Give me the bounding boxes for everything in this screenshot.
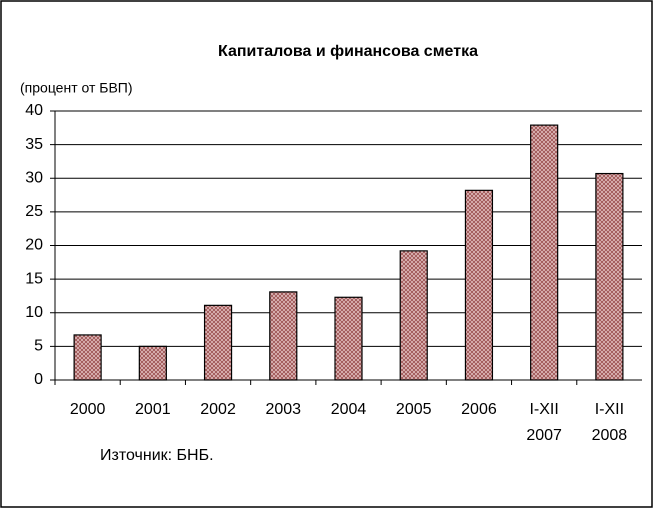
- source-note: Източник: БНБ.: [100, 447, 214, 464]
- bar: [138, 345, 167, 381]
- x-tick-label: 2000: [69, 401, 106, 418]
- x-tick-label: 2001: [135, 401, 171, 418]
- y-tick-label: 30: [25, 169, 43, 186]
- x-tick-label: 2002: [200, 401, 236, 418]
- y-tick-label: 20: [25, 237, 43, 254]
- y-tick-label: 40: [25, 102, 43, 119]
- bar: [464, 189, 494, 381]
- bar: [334, 296, 363, 381]
- bar: [399, 250, 428, 381]
- bar: [203, 304, 233, 381]
- y-tick-label: 15: [25, 270, 43, 287]
- y-tick-label: 25: [25, 203, 43, 220]
- x-tick-label: 2005: [395, 401, 432, 418]
- chart-title: Капиталова и финансова сметка: [218, 43, 478, 60]
- x-tick-label: I-XII 2007: [526, 401, 562, 444]
- bar: [73, 334, 102, 381]
- x-tick-label: 2006: [461, 401, 497, 418]
- bar: [269, 291, 298, 381]
- y-tick-label: 0: [34, 371, 43, 388]
- bar: [595, 172, 624, 381]
- unit-label: (процент от БВП): [20, 80, 133, 96]
- y-tick-label: 35: [25, 136, 43, 153]
- x-tick-label: 2004: [330, 401, 367, 418]
- bar: [530, 124, 559, 381]
- y-tick-label: 5: [34, 338, 43, 355]
- x-tick-label: I-XII 2008: [591, 401, 628, 444]
- y-tick-label: 10: [25, 304, 43, 321]
- x-tick-label: 2003: [265, 401, 302, 418]
